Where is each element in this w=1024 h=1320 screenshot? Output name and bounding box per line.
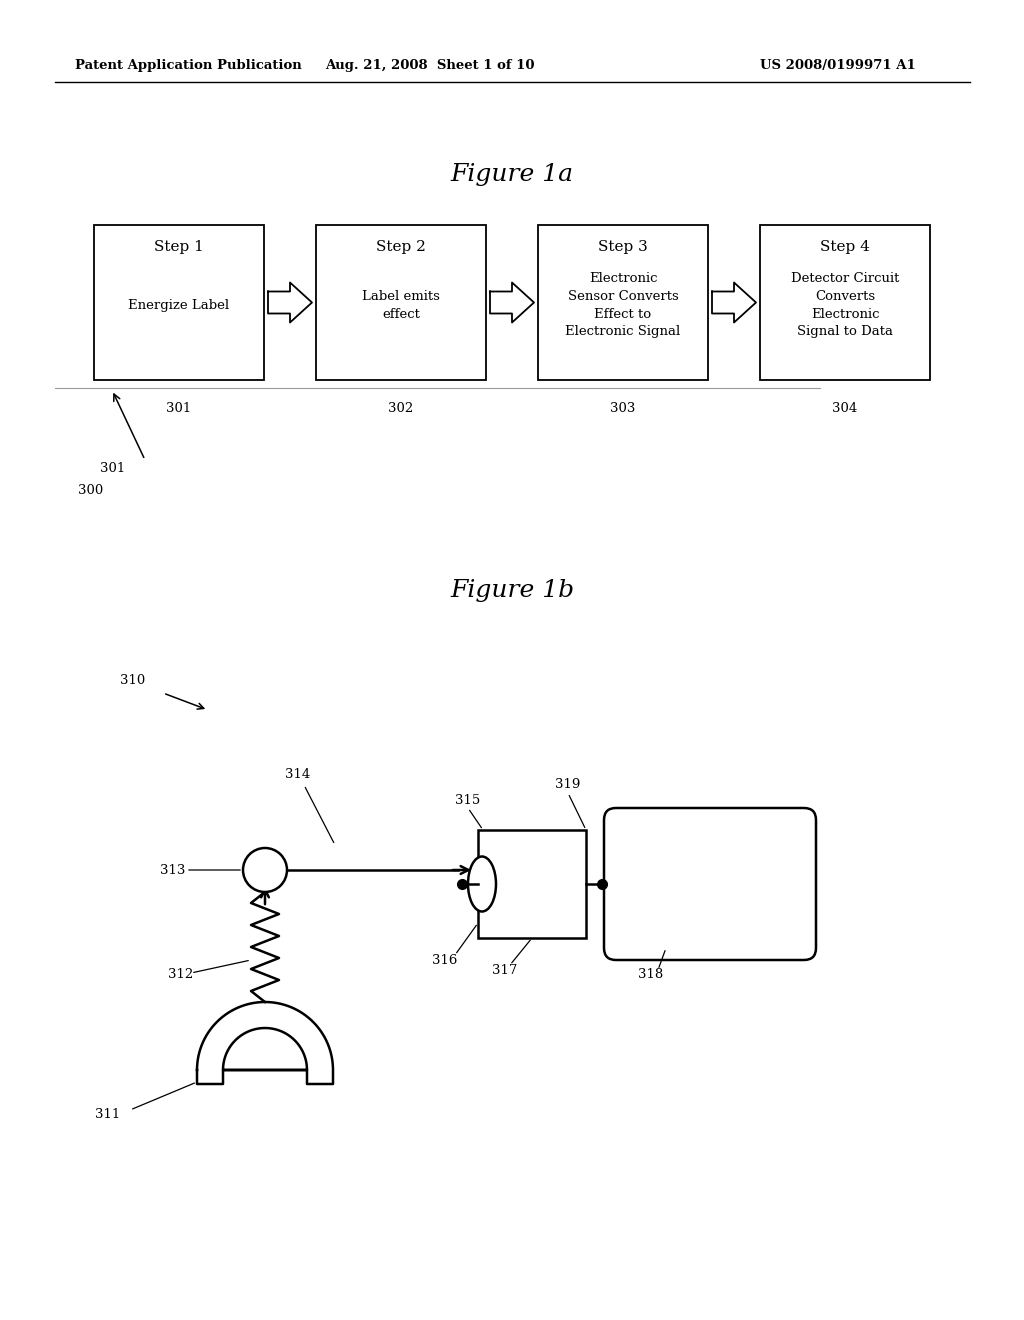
Text: 319: 319 xyxy=(555,779,581,792)
Text: 302: 302 xyxy=(388,401,414,414)
Text: US 2008/0199971 A1: US 2008/0199971 A1 xyxy=(760,58,915,71)
Text: Detector Circuit
Converts
Electronic
Signal to Data: Detector Circuit Converts Electronic Sig… xyxy=(791,272,899,338)
Text: 316: 316 xyxy=(432,953,458,966)
Text: 315: 315 xyxy=(455,793,480,807)
Text: 312: 312 xyxy=(168,969,194,982)
Circle shape xyxy=(243,847,287,892)
Text: 303: 303 xyxy=(610,401,636,414)
Text: Energize Label: Energize Label xyxy=(128,298,229,312)
Text: Label emits
effect: Label emits effect xyxy=(362,289,440,321)
Text: 317: 317 xyxy=(492,964,517,977)
Text: Step 4: Step 4 xyxy=(820,240,870,253)
Text: Step 3: Step 3 xyxy=(598,240,648,253)
Text: 300: 300 xyxy=(78,483,103,496)
FancyBboxPatch shape xyxy=(604,808,816,960)
Text: 311: 311 xyxy=(95,1109,120,1122)
Polygon shape xyxy=(490,282,534,322)
Text: 304: 304 xyxy=(833,401,858,414)
Text: Aug. 21, 2008  Sheet 1 of 10: Aug. 21, 2008 Sheet 1 of 10 xyxy=(326,58,535,71)
Text: 310: 310 xyxy=(120,673,145,686)
Polygon shape xyxy=(712,282,756,322)
Text: Step 2: Step 2 xyxy=(376,240,426,253)
Text: Patent Application Publication: Patent Application Publication xyxy=(75,58,302,71)
Text: 301: 301 xyxy=(100,462,125,474)
Text: Electronic
Sensor Converts
Effect to
Electronic Signal: Electronic Sensor Converts Effect to Ele… xyxy=(565,272,681,338)
Text: Figure 1b: Figure 1b xyxy=(450,578,574,602)
Ellipse shape xyxy=(468,857,496,912)
Text: 314: 314 xyxy=(285,768,310,781)
Text: Step 1: Step 1 xyxy=(154,240,204,253)
Polygon shape xyxy=(268,282,312,322)
Text: 301: 301 xyxy=(166,401,191,414)
Text: 313: 313 xyxy=(160,863,185,876)
Polygon shape xyxy=(478,830,586,939)
Text: 318: 318 xyxy=(638,969,664,982)
Text: Figure 1a: Figure 1a xyxy=(451,164,573,186)
